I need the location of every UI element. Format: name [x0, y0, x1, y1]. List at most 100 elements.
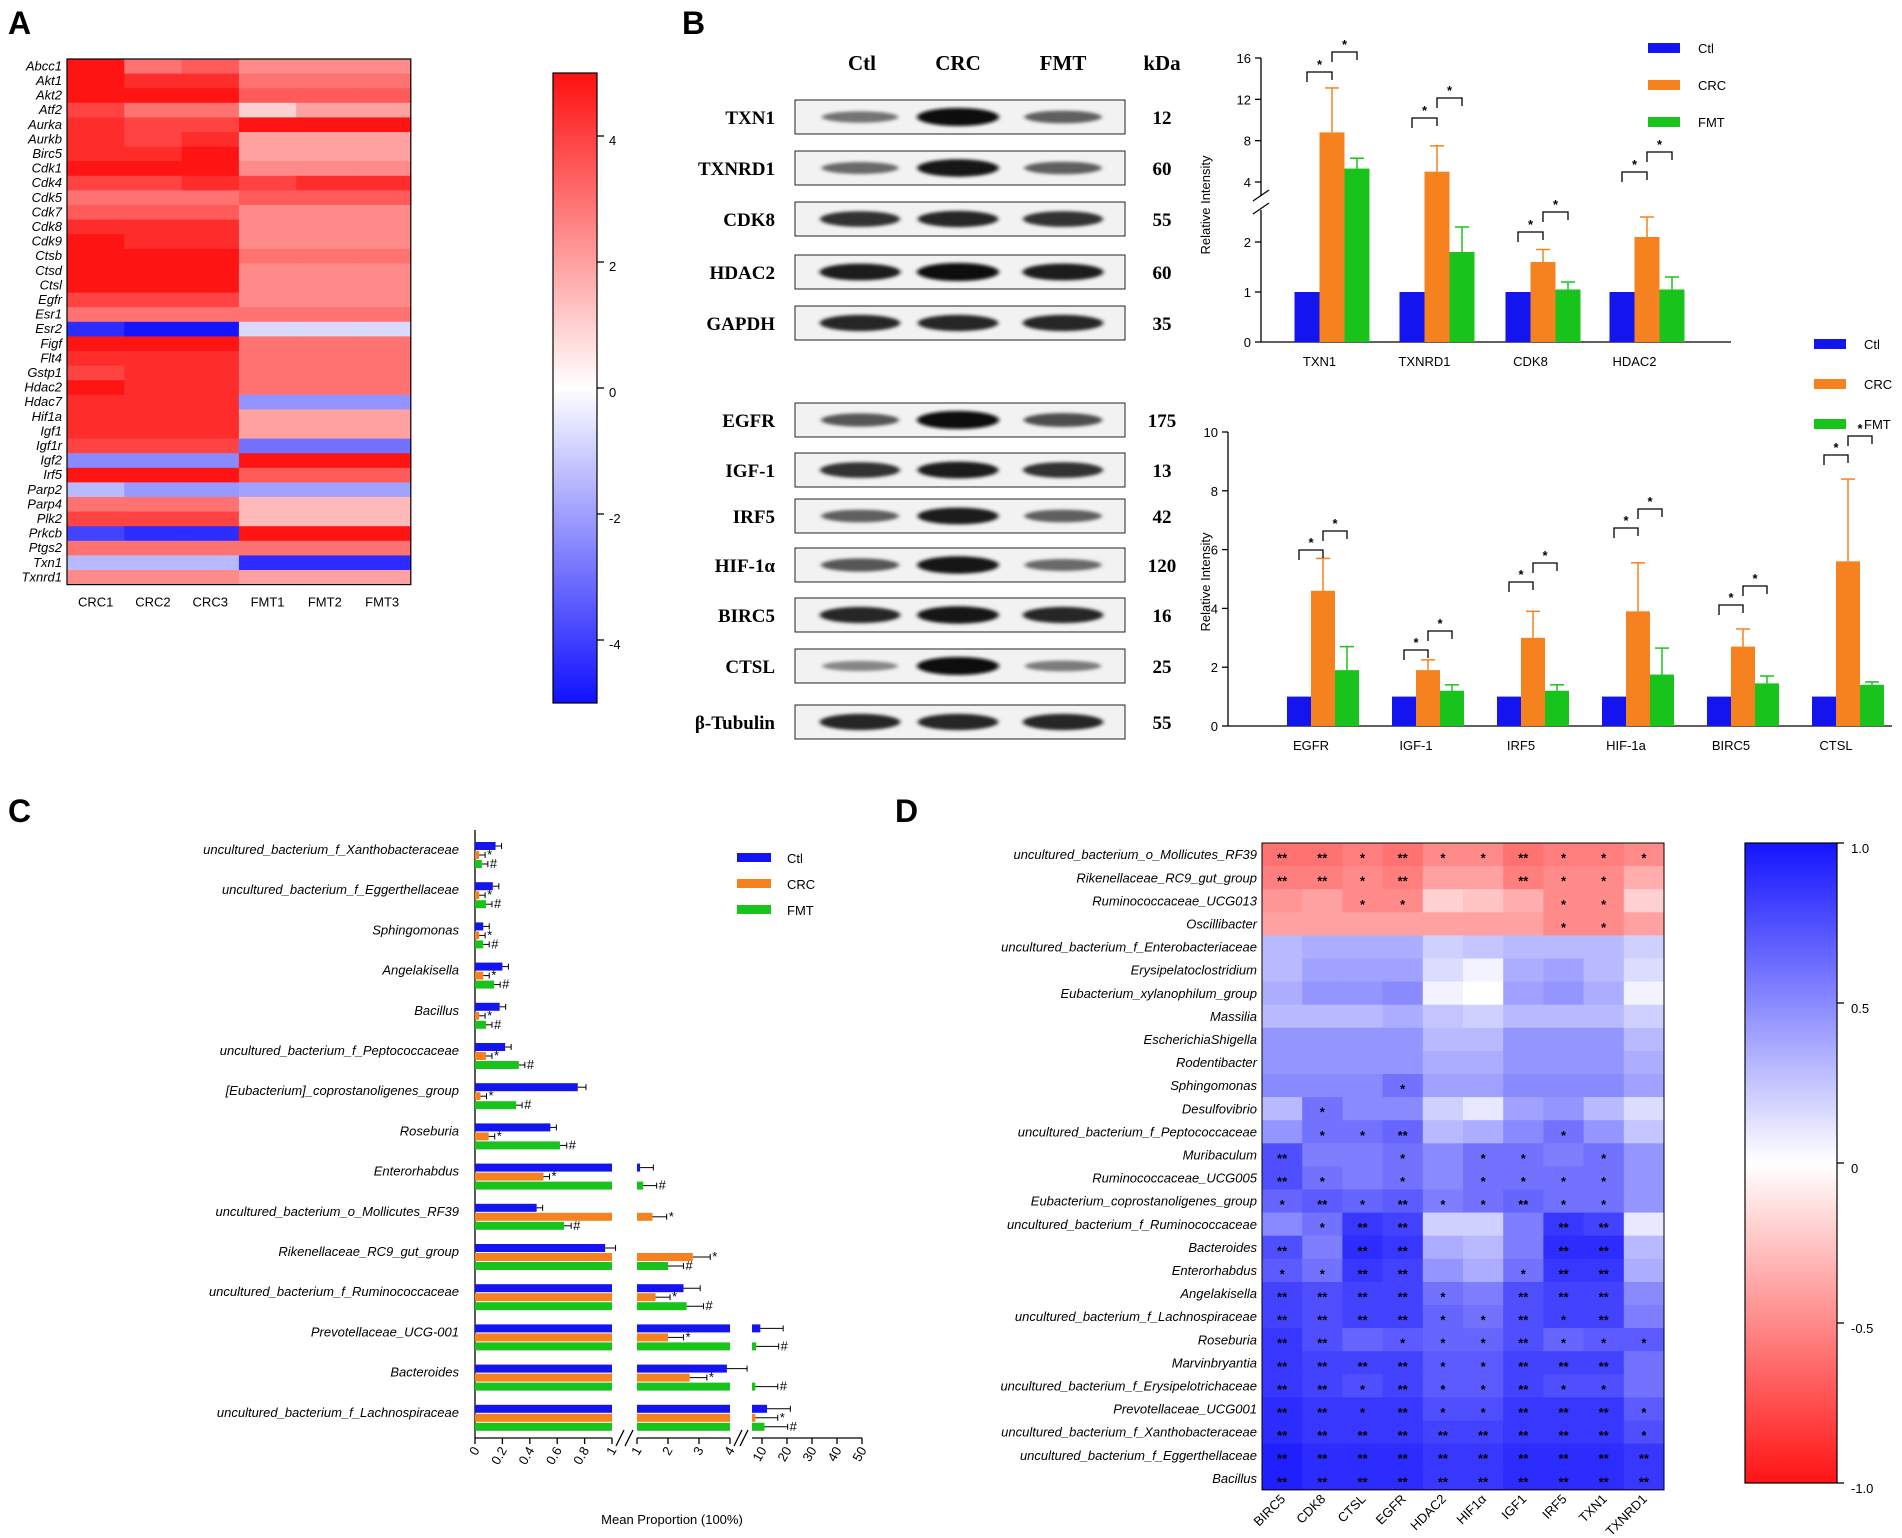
heatmap-d-cell	[1382, 935, 1424, 959]
significance-bracket	[1847, 435, 1873, 446]
c-axis-break	[624, 1429, 634, 1447]
heatmap-a-cell	[67, 132, 125, 148]
c-bar-fmt	[637, 1382, 730, 1391]
c-bar-ctl	[475, 1163, 612, 1172]
c-bar-ctl	[637, 1364, 727, 1373]
c-bar-ctl	[475, 1203, 537, 1212]
heatmap-d-cell	[1543, 1097, 1585, 1121]
heatmap-d-cell	[1302, 1328, 1343, 1352]
heatmap-d-star: **	[1558, 1220, 1569, 1235]
heatmap-a-cell	[181, 292, 240, 308]
bar-ctl	[1707, 696, 1731, 726]
heatmap-d-cell	[1302, 1027, 1343, 1052]
heatmap-d-cell	[1503, 1097, 1544, 1121]
heatmap-d-cell	[1623, 1004, 1665, 1029]
heatmap-d-cell	[1583, 1351, 1625, 1375]
heatmap-a-cell	[67, 248, 125, 264]
c-significance-marker: *	[497, 1128, 502, 1143]
heatmap-a-cell	[353, 467, 412, 483]
heatmap-a-row-label: Abcc1	[25, 58, 62, 73]
heatmap-d-cell	[1302, 1466, 1343, 1491]
heatmap-a-cell	[124, 278, 183, 294]
heatmap-a-cell	[296, 175, 354, 191]
c-bar-crc	[475, 1092, 481, 1101]
blot-band	[1023, 413, 1103, 427]
heatmap-d-cell	[1623, 1143, 1665, 1167]
heatmap-d-cell	[1543, 843, 1585, 867]
heatmap-d-star: **	[1398, 1428, 1409, 1443]
heatmap-d-cell	[1422, 1189, 1464, 1214]
significance-bracket	[1403, 649, 1429, 660]
heatmap-d-row-label: Ruminococcaceae_UCG013	[1092, 893, 1258, 908]
blot-protein-label: IGF-1	[725, 461, 775, 482]
heatmap-d-cell	[1623, 1097, 1665, 1121]
heatmap-d-cell	[1262, 935, 1303, 959]
heatmap-d-cell	[1463, 1004, 1504, 1029]
heatmap-a-cell	[67, 161, 125, 177]
heatmap-d-cell	[1543, 1466, 1585, 1491]
heatmap-d-cell	[1503, 1466, 1544, 1491]
bar-y-tick-label: 4	[1244, 175, 1251, 190]
blot-band	[822, 660, 898, 672]
significance-star: *	[1752, 571, 1758, 586]
heatmap-d-star: *	[1360, 1382, 1366, 1397]
heatmap-d-cell	[1623, 1420, 1665, 1445]
colorbar-a-tick-label: 4	[609, 133, 616, 148]
heatmap-d-cell	[1463, 1166, 1504, 1190]
heatmap-d-cell	[1342, 1466, 1384, 1491]
bar-ctl	[1497, 696, 1521, 726]
heatmap-d-cell	[1623, 1189, 1665, 1214]
heatmap-a-cell	[353, 409, 412, 425]
heatmap-d-cell	[1503, 1351, 1544, 1375]
significance-bracket	[1508, 581, 1534, 592]
blot-band	[917, 159, 999, 177]
significance-bracket	[1517, 231, 1544, 242]
heatmap-d-star: *	[1320, 1174, 1326, 1189]
c-significance-marker: *	[487, 847, 492, 862]
heatmap-a-cell	[181, 394, 240, 410]
heatmap-d-cell	[1342, 1397, 1384, 1421]
heatmap-d-cell	[1382, 1351, 1424, 1375]
heatmap-a-cell	[181, 555, 240, 571]
heatmap-d-cell	[1422, 1074, 1464, 1098]
blot-band	[917, 314, 999, 332]
heatmap-d-cell	[1583, 843, 1625, 867]
c-bar-fmt	[475, 1302, 612, 1311]
heatmap-d-star: **	[1438, 1451, 1449, 1466]
bar-crc	[1424, 171, 1450, 342]
heatmap-a-col-label: CRC1	[78, 595, 113, 610]
heatmap-a-cell	[238, 467, 297, 483]
heatmap-a-cell	[296, 511, 354, 527]
heatmap-a-row-label: Egfr	[38, 292, 63, 307]
heatmap-d-row-label: Sphingomonas	[1170, 1078, 1257, 1093]
bar-fmt	[1344, 168, 1370, 342]
blot-band	[820, 211, 900, 227]
heatmap-d-cell	[1382, 1004, 1424, 1029]
heatmap-d-star: **	[1599, 1266, 1610, 1281]
heatmap-d-star: **	[1317, 1451, 1328, 1466]
heatmap-d-cell	[1302, 1374, 1343, 1398]
heatmap-d-star: **	[1317, 1290, 1328, 1305]
heatmap-d-cell	[1302, 1281, 1343, 1306]
heatmap-d-cell	[1422, 1420, 1464, 1445]
c-x-tick-label: 1	[628, 1444, 645, 1458]
heatmap-d-cell	[1623, 912, 1665, 936]
heatmap-a-cell	[353, 132, 412, 148]
c-bar-fmt	[475, 1262, 612, 1270]
c-bar-fmt	[475, 1101, 517, 1110]
c-category-label: Sphingomonas	[372, 922, 459, 937]
c-bar-ctl	[475, 962, 503, 971]
c-bar-ctl	[475, 1083, 578, 1092]
heatmap-d-star: *	[1360, 874, 1366, 889]
heatmap-a-cell	[296, 526, 354, 542]
heatmap-d-cell	[1262, 981, 1303, 1006]
heatmap-d-cell	[1623, 1074, 1665, 1098]
heatmap-d-star: **	[1558, 1359, 1569, 1374]
significance-bracket	[1742, 585, 1768, 596]
c-bar-ctl	[475, 1324, 612, 1333]
blot-band	[1024, 509, 1102, 523]
heatmap-d-cell	[1503, 1258, 1544, 1283]
heatmap-d-row-label: Muribaculum	[1183, 1147, 1258, 1162]
c-significance-marker: *	[491, 968, 496, 983]
heatmap-d-cell	[1342, 1212, 1384, 1237]
